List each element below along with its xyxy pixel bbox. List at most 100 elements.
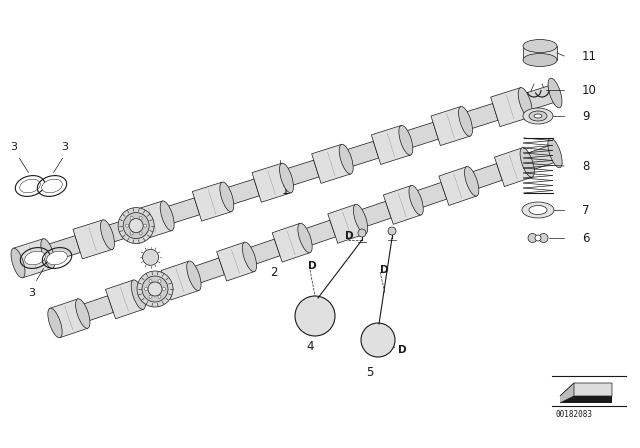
Polygon shape xyxy=(413,182,447,209)
Ellipse shape xyxy=(548,78,562,108)
Ellipse shape xyxy=(137,271,173,307)
Ellipse shape xyxy=(409,185,423,215)
Ellipse shape xyxy=(129,219,143,233)
Ellipse shape xyxy=(522,202,554,218)
Polygon shape xyxy=(193,182,232,221)
Ellipse shape xyxy=(187,261,201,291)
Polygon shape xyxy=(523,46,557,60)
Text: 9: 9 xyxy=(582,109,589,122)
Polygon shape xyxy=(522,85,557,111)
Polygon shape xyxy=(403,122,438,149)
Polygon shape xyxy=(439,167,477,206)
Polygon shape xyxy=(272,223,310,262)
Text: 7: 7 xyxy=(582,203,589,216)
Ellipse shape xyxy=(539,233,548,242)
Ellipse shape xyxy=(148,282,162,296)
Polygon shape xyxy=(344,141,379,168)
Ellipse shape xyxy=(399,125,413,155)
Ellipse shape xyxy=(243,242,257,271)
Polygon shape xyxy=(73,220,112,259)
Text: D: D xyxy=(345,231,354,241)
Polygon shape xyxy=(284,160,319,186)
Circle shape xyxy=(139,232,142,235)
Polygon shape xyxy=(358,201,391,228)
Ellipse shape xyxy=(534,114,542,118)
Polygon shape xyxy=(161,261,199,300)
Ellipse shape xyxy=(458,107,472,136)
Ellipse shape xyxy=(353,204,368,234)
Circle shape xyxy=(361,323,395,357)
Circle shape xyxy=(130,232,133,235)
Ellipse shape xyxy=(131,280,145,310)
Ellipse shape xyxy=(523,108,553,124)
Text: 00182083: 00182083 xyxy=(556,409,593,418)
Ellipse shape xyxy=(100,220,115,250)
Ellipse shape xyxy=(520,148,534,177)
Circle shape xyxy=(158,280,161,283)
Circle shape xyxy=(125,224,129,227)
Text: 3: 3 xyxy=(29,288,35,298)
Circle shape xyxy=(149,295,152,298)
Polygon shape xyxy=(431,107,470,146)
Polygon shape xyxy=(560,383,574,403)
Ellipse shape xyxy=(142,276,168,302)
Polygon shape xyxy=(132,201,172,240)
Circle shape xyxy=(143,224,147,227)
Circle shape xyxy=(149,280,152,283)
Polygon shape xyxy=(13,239,52,278)
Ellipse shape xyxy=(25,251,45,265)
Polygon shape xyxy=(15,86,557,271)
Text: 3: 3 xyxy=(10,142,17,152)
Polygon shape xyxy=(469,164,502,190)
Polygon shape xyxy=(217,242,255,281)
Polygon shape xyxy=(560,396,612,403)
Polygon shape xyxy=(164,198,200,224)
Ellipse shape xyxy=(11,248,25,278)
Ellipse shape xyxy=(48,308,62,338)
Circle shape xyxy=(295,296,335,336)
Text: 8: 8 xyxy=(582,159,589,172)
Circle shape xyxy=(358,229,366,237)
Polygon shape xyxy=(302,220,335,246)
Text: 2: 2 xyxy=(270,266,278,279)
Polygon shape xyxy=(224,179,259,205)
Polygon shape xyxy=(80,296,113,322)
Ellipse shape xyxy=(280,163,294,193)
Polygon shape xyxy=(312,144,351,183)
Ellipse shape xyxy=(339,144,353,174)
Circle shape xyxy=(163,288,166,290)
Polygon shape xyxy=(45,236,81,262)
Ellipse shape xyxy=(518,87,532,117)
Ellipse shape xyxy=(529,111,547,121)
Text: 11: 11 xyxy=(582,49,597,63)
Polygon shape xyxy=(50,299,88,338)
Ellipse shape xyxy=(42,179,62,193)
Polygon shape xyxy=(246,239,280,265)
Text: D: D xyxy=(380,265,388,275)
Ellipse shape xyxy=(528,233,537,242)
Text: 1: 1 xyxy=(282,184,289,197)
Polygon shape xyxy=(136,277,169,303)
Ellipse shape xyxy=(298,223,312,253)
Ellipse shape xyxy=(529,206,547,215)
Ellipse shape xyxy=(41,239,55,268)
Ellipse shape xyxy=(465,167,479,196)
Polygon shape xyxy=(491,88,530,127)
Text: 4: 4 xyxy=(307,340,314,353)
Polygon shape xyxy=(52,146,557,331)
Polygon shape xyxy=(106,280,143,319)
Ellipse shape xyxy=(143,249,159,265)
Ellipse shape xyxy=(20,179,40,193)
Circle shape xyxy=(158,295,161,298)
Ellipse shape xyxy=(47,251,67,265)
Polygon shape xyxy=(252,163,291,202)
Ellipse shape xyxy=(160,201,174,231)
Circle shape xyxy=(139,216,142,220)
Polygon shape xyxy=(463,103,498,130)
Ellipse shape xyxy=(123,213,149,239)
Text: 6: 6 xyxy=(582,232,589,245)
Circle shape xyxy=(145,288,147,290)
Polygon shape xyxy=(495,148,532,186)
Polygon shape xyxy=(383,185,421,224)
Text: D: D xyxy=(398,345,406,355)
